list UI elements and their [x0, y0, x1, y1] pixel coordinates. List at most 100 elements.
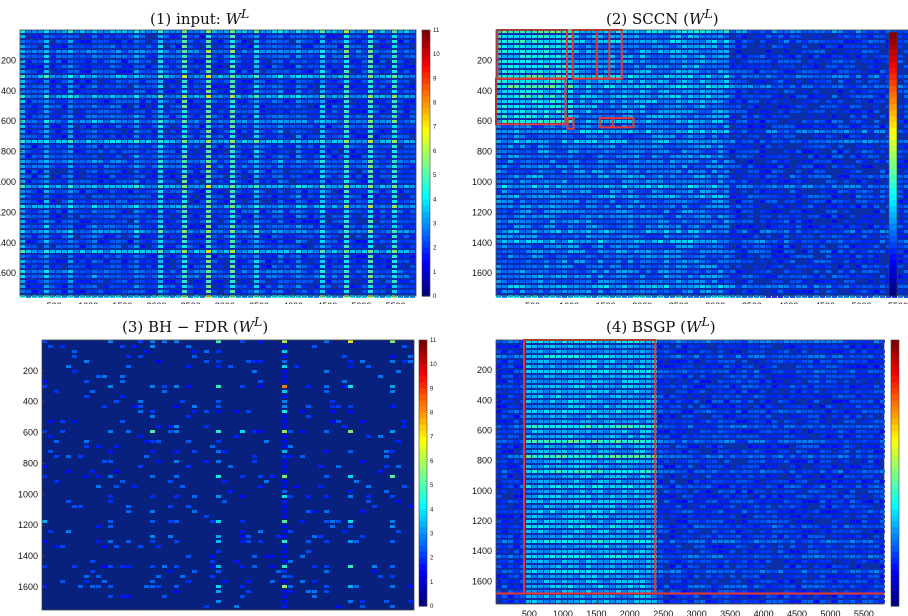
- heatmap-cell: [218, 240, 223, 243]
- heatmap-cell: [290, 230, 295, 233]
- colorbar-segment: [422, 175, 430, 182]
- heatmap-cell: [886, 60, 891, 63]
- heatmap-cell: [380, 35, 385, 38]
- heatmap-cell: [338, 180, 343, 183]
- heatmap-cell: [580, 60, 585, 63]
- heatmap-cell: [496, 105, 501, 108]
- heatmap-cell: [628, 100, 633, 103]
- heatmap-cell: [302, 265, 307, 268]
- heatmap-cell: [146, 195, 151, 198]
- heatmap-cell: [158, 110, 163, 113]
- heatmap-cell: [176, 210, 181, 213]
- heatmap-cell: [374, 60, 379, 63]
- heatmap-cell: [104, 155, 109, 158]
- heatmap-cell: [398, 230, 403, 233]
- heatmap-cell: [344, 265, 349, 268]
- heatmap-cell: [574, 75, 579, 78]
- heatmap-cell: [362, 295, 367, 298]
- heatmap-cell: [592, 90, 597, 93]
- heatmap-cell: [284, 95, 289, 98]
- heatmap-cell: [284, 195, 289, 198]
- heatmap-cell: [62, 200, 67, 203]
- heatmap-cell: [386, 230, 391, 233]
- heatmap-cell: [218, 45, 223, 48]
- heatmap-cell: [362, 90, 367, 93]
- heatmap-cell: [206, 265, 211, 268]
- heatmap-cell: [356, 180, 361, 183]
- heatmap-cell: [110, 200, 115, 203]
- heatmap-cell: [586, 120, 591, 123]
- heatmap-cell: [844, 85, 849, 88]
- heatmap-cell: [784, 115, 789, 118]
- heatmap-cell: [158, 40, 163, 43]
- heatmap-cell: [640, 100, 645, 103]
- heatmap-cell: [128, 50, 133, 53]
- heatmap-cell: [140, 280, 145, 283]
- heatmap-cell: [682, 80, 687, 83]
- heatmap-cell: [320, 55, 325, 58]
- heatmap-cell: [568, 120, 573, 123]
- heatmap-cell: [104, 200, 109, 203]
- heatmap-cell: [224, 125, 229, 128]
- colorbar-segment: [422, 36, 430, 43]
- heatmap-cell: [386, 165, 391, 168]
- heatmap-cell: [556, 110, 561, 113]
- heatmap-cell: [338, 135, 343, 138]
- heatmap-cell: [748, 115, 753, 118]
- heatmap-cell: [736, 40, 741, 43]
- heatmap-cell: [404, 180, 409, 183]
- heatmap-cell: [20, 95, 25, 98]
- heatmap-cell: [20, 90, 25, 93]
- heatmap-cell: [386, 155, 391, 158]
- heatmap-cell: [134, 105, 139, 108]
- heatmap-cell: [206, 225, 211, 228]
- heatmap-cell: [556, 60, 561, 63]
- heatmap-cell: [20, 270, 25, 273]
- heatmap-cell: [266, 90, 271, 93]
- heatmap-cell: [664, 65, 669, 68]
- heatmap-cell: [242, 280, 247, 283]
- heatmap-cell: [532, 95, 537, 98]
- heatmap-cell: [194, 85, 199, 88]
- heatmap-cell: [224, 70, 229, 73]
- heatmap-cell: [790, 110, 795, 113]
- heatmap-cell: [688, 120, 693, 123]
- heatmap-cell: [92, 60, 97, 63]
- heatmap-cell: [194, 115, 199, 118]
- heatmap-cell: [338, 170, 343, 173]
- heatmap-cell: [146, 285, 151, 288]
- heatmap-cell: [586, 85, 591, 88]
- heatmap-cell: [68, 110, 73, 113]
- heatmap-cell: [410, 150, 415, 153]
- heatmap-cell: [856, 30, 861, 33]
- heatmap-cell: [646, 130, 651, 133]
- heatmap-cell: [718, 80, 723, 83]
- heatmap-cell: [296, 160, 301, 163]
- heatmap-cell: [314, 170, 319, 173]
- heatmap-cell: [496, 140, 501, 143]
- heatmap-cell: [74, 240, 79, 243]
- heatmap-cell: [158, 170, 163, 173]
- heatmap-cell: [206, 260, 211, 263]
- heatmap-cell: [296, 130, 301, 133]
- heatmap-cell: [514, 130, 519, 133]
- heatmap-cell: [128, 75, 133, 78]
- heatmap-cell: [218, 180, 223, 183]
- heatmap-cell: [116, 165, 121, 168]
- heatmap-cell: [332, 85, 337, 88]
- heatmap-cell: [146, 290, 151, 293]
- heatmap-cell: [898, 30, 903, 33]
- heatmap-cell: [80, 235, 85, 238]
- heatmap-cell: [832, 30, 837, 33]
- heatmap-cell: [284, 225, 289, 228]
- heatmap-cell: [260, 270, 265, 273]
- heatmap-cell: [652, 55, 657, 58]
- heatmap-cell: [392, 270, 397, 273]
- heatmap-cell: [718, 95, 723, 98]
- heatmap-cell: [350, 50, 355, 53]
- heatmap-cell: [56, 85, 61, 88]
- heatmap-cell: [874, 85, 879, 88]
- heatmap-cell: [338, 60, 343, 63]
- heatmap-cell: [646, 115, 651, 118]
- heatmap-cell: [736, 110, 741, 113]
